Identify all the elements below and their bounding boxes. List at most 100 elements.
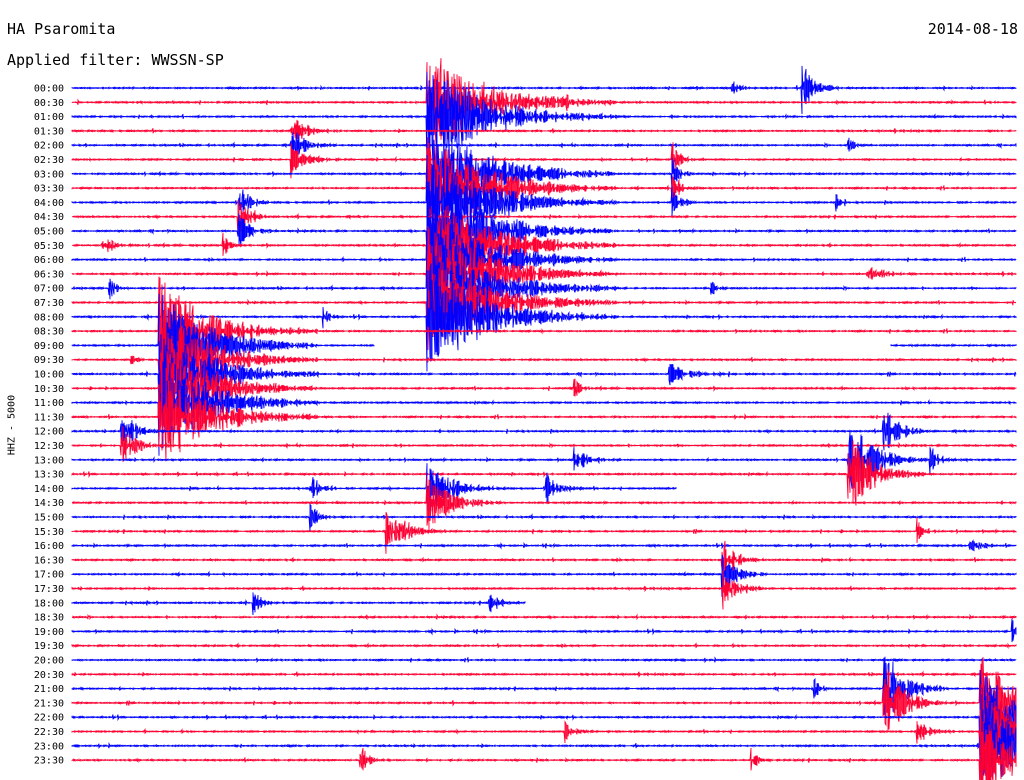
- trace-0800: [71, 264, 1017, 372]
- trace-2200: [71, 669, 1017, 773]
- filter-label: Applied filter: WWSSN-SP: [7, 51, 224, 69]
- trace-0600: [71, 212, 1017, 310]
- row-label-2130: 21:30: [34, 698, 64, 709]
- row-label-1400: 14:00: [34, 484, 64, 495]
- row-label-0900: 09:00: [34, 341, 64, 352]
- row-label-2200: 22:00: [34, 713, 64, 724]
- row-label-2100: 21:00: [34, 684, 64, 695]
- row-label-1000: 10:00: [34, 370, 64, 381]
- trace-0300: [71, 136, 1017, 215]
- trace-2000: [71, 656, 1017, 664]
- row-label-1200: 12:00: [34, 427, 64, 438]
- trace-2300: [71, 693, 1017, 780]
- row-label-0700: 07:00: [34, 284, 64, 295]
- trace-1830: [71, 613, 1017, 621]
- trace-0500: [71, 190, 1017, 279]
- trace-1630: [71, 540, 1017, 577]
- trace-2130: [71, 657, 1017, 757]
- row-label-2000: 20:00: [34, 656, 64, 667]
- trace-1100: [71, 357, 1017, 456]
- trace-0530: [72, 205, 1017, 289]
- row-label-1030: 10:30: [34, 384, 64, 395]
- trace-1930: [71, 642, 1017, 650]
- trace-1600: [71, 539, 1017, 552]
- row-label-0800: 08:00: [34, 312, 64, 323]
- row-label-2300: 23:00: [34, 741, 64, 752]
- row-label-1930: 19:30: [34, 641, 64, 652]
- trace-1430: [71, 475, 1017, 530]
- row-labels: 00:00 00:30 01:00 01:30 02:00 02:30 03:00 03:30…: [34, 84, 64, 767]
- trace-1130: [71, 377, 1017, 462]
- row-label-0030: 00:30: [34, 98, 64, 109]
- row-label-1230: 12:30: [34, 441, 64, 452]
- station-title: HA Psaromita: [7, 20, 116, 38]
- trace-1030: [71, 342, 1017, 433]
- trace-0230: [71, 142, 1017, 179]
- trace-0000: [71, 65, 1017, 115]
- row-label-1830: 18:30: [34, 613, 64, 624]
- trace-0130: [71, 119, 1017, 141]
- trace-1200: [71, 412, 1017, 451]
- trace-1400: [71, 463, 677, 512]
- trace-0100: [71, 72, 1017, 169]
- row-label-0600: 06:00: [34, 255, 64, 266]
- trace-1000: [71, 329, 1017, 416]
- row-label-1730: 17:30: [34, 584, 64, 595]
- trace-1730: [71, 570, 1017, 610]
- trace-1800: [71, 592, 526, 616]
- trace-0830: [71, 276, 1017, 378]
- row-label-2330: 23:30: [34, 756, 64, 767]
- row-label-0200: 02:00: [34, 141, 64, 152]
- row-label-1300: 13:00: [34, 455, 64, 466]
- trace-0330: [71, 136, 1017, 242]
- row-label-0000: 00:00: [34, 84, 64, 95]
- trace-0630: [71, 226, 1017, 323]
- row-label-0130: 01:30: [34, 126, 64, 137]
- row-label-0100: 01:00: [34, 112, 64, 123]
- trace-0400: [71, 154, 1017, 243]
- trace-0030: [71, 58, 1017, 145]
- trace-0900: [71, 293, 1017, 390]
- row-label-0400: 04:00: [34, 198, 64, 209]
- row-label-2030: 20:30: [34, 670, 64, 681]
- row-label-1330: 13:30: [34, 470, 64, 481]
- trace-0200: [71, 132, 1017, 161]
- row-label-0300: 03:00: [34, 169, 64, 180]
- trace-0730: [71, 246, 1017, 351]
- row-label-1500: 15:00: [34, 513, 64, 524]
- row-label-0930: 09:30: [34, 355, 64, 366]
- trace-2330: [71, 717, 1017, 780]
- row-label-0830: 08:30: [34, 327, 64, 338]
- row-label-1700: 17:00: [34, 570, 64, 581]
- row-label-1430: 14:30: [34, 498, 64, 509]
- trace-0430: [72, 200, 1017, 237]
- row-label-1100: 11:00: [34, 398, 64, 409]
- row-label-1600: 16:00: [34, 541, 64, 552]
- row-label-0630: 06:30: [34, 269, 64, 280]
- trace-0930: [71, 309, 1017, 407]
- trace-1500: [71, 503, 1017, 532]
- trace-2030: [71, 670, 1017, 678]
- row-label-0430: 04:30: [34, 212, 64, 223]
- row-label-2230: 22:30: [34, 727, 64, 738]
- row-label-1800: 18:00: [34, 598, 64, 609]
- date-label: 2014-08-18: [927, 20, 1018, 38]
- trace-1530: [71, 512, 1017, 554]
- trace-1700: [71, 554, 1017, 598]
- trace-0700: [71, 231, 1017, 338]
- trace-1900: [71, 618, 1017, 643]
- row-label-0500: 05:00: [34, 227, 64, 238]
- trace-1330: [71, 440, 1017, 506]
- row-label-1630: 16:30: [34, 555, 64, 566]
- row-label-0730: 07:30: [34, 298, 64, 309]
- row-label-1130: 11:30: [34, 412, 64, 423]
- trace-2230: [71, 684, 1017, 780]
- row-label-0530: 05:30: [34, 241, 64, 252]
- trace-2100: [71, 656, 1017, 720]
- row-label-0330: 03:30: [34, 184, 64, 195]
- row-label-0230: 02:30: [34, 155, 64, 166]
- row-label-1530: 15:30: [34, 527, 64, 538]
- row-label-1900: 19:00: [34, 627, 64, 638]
- traces: [71, 58, 1017, 780]
